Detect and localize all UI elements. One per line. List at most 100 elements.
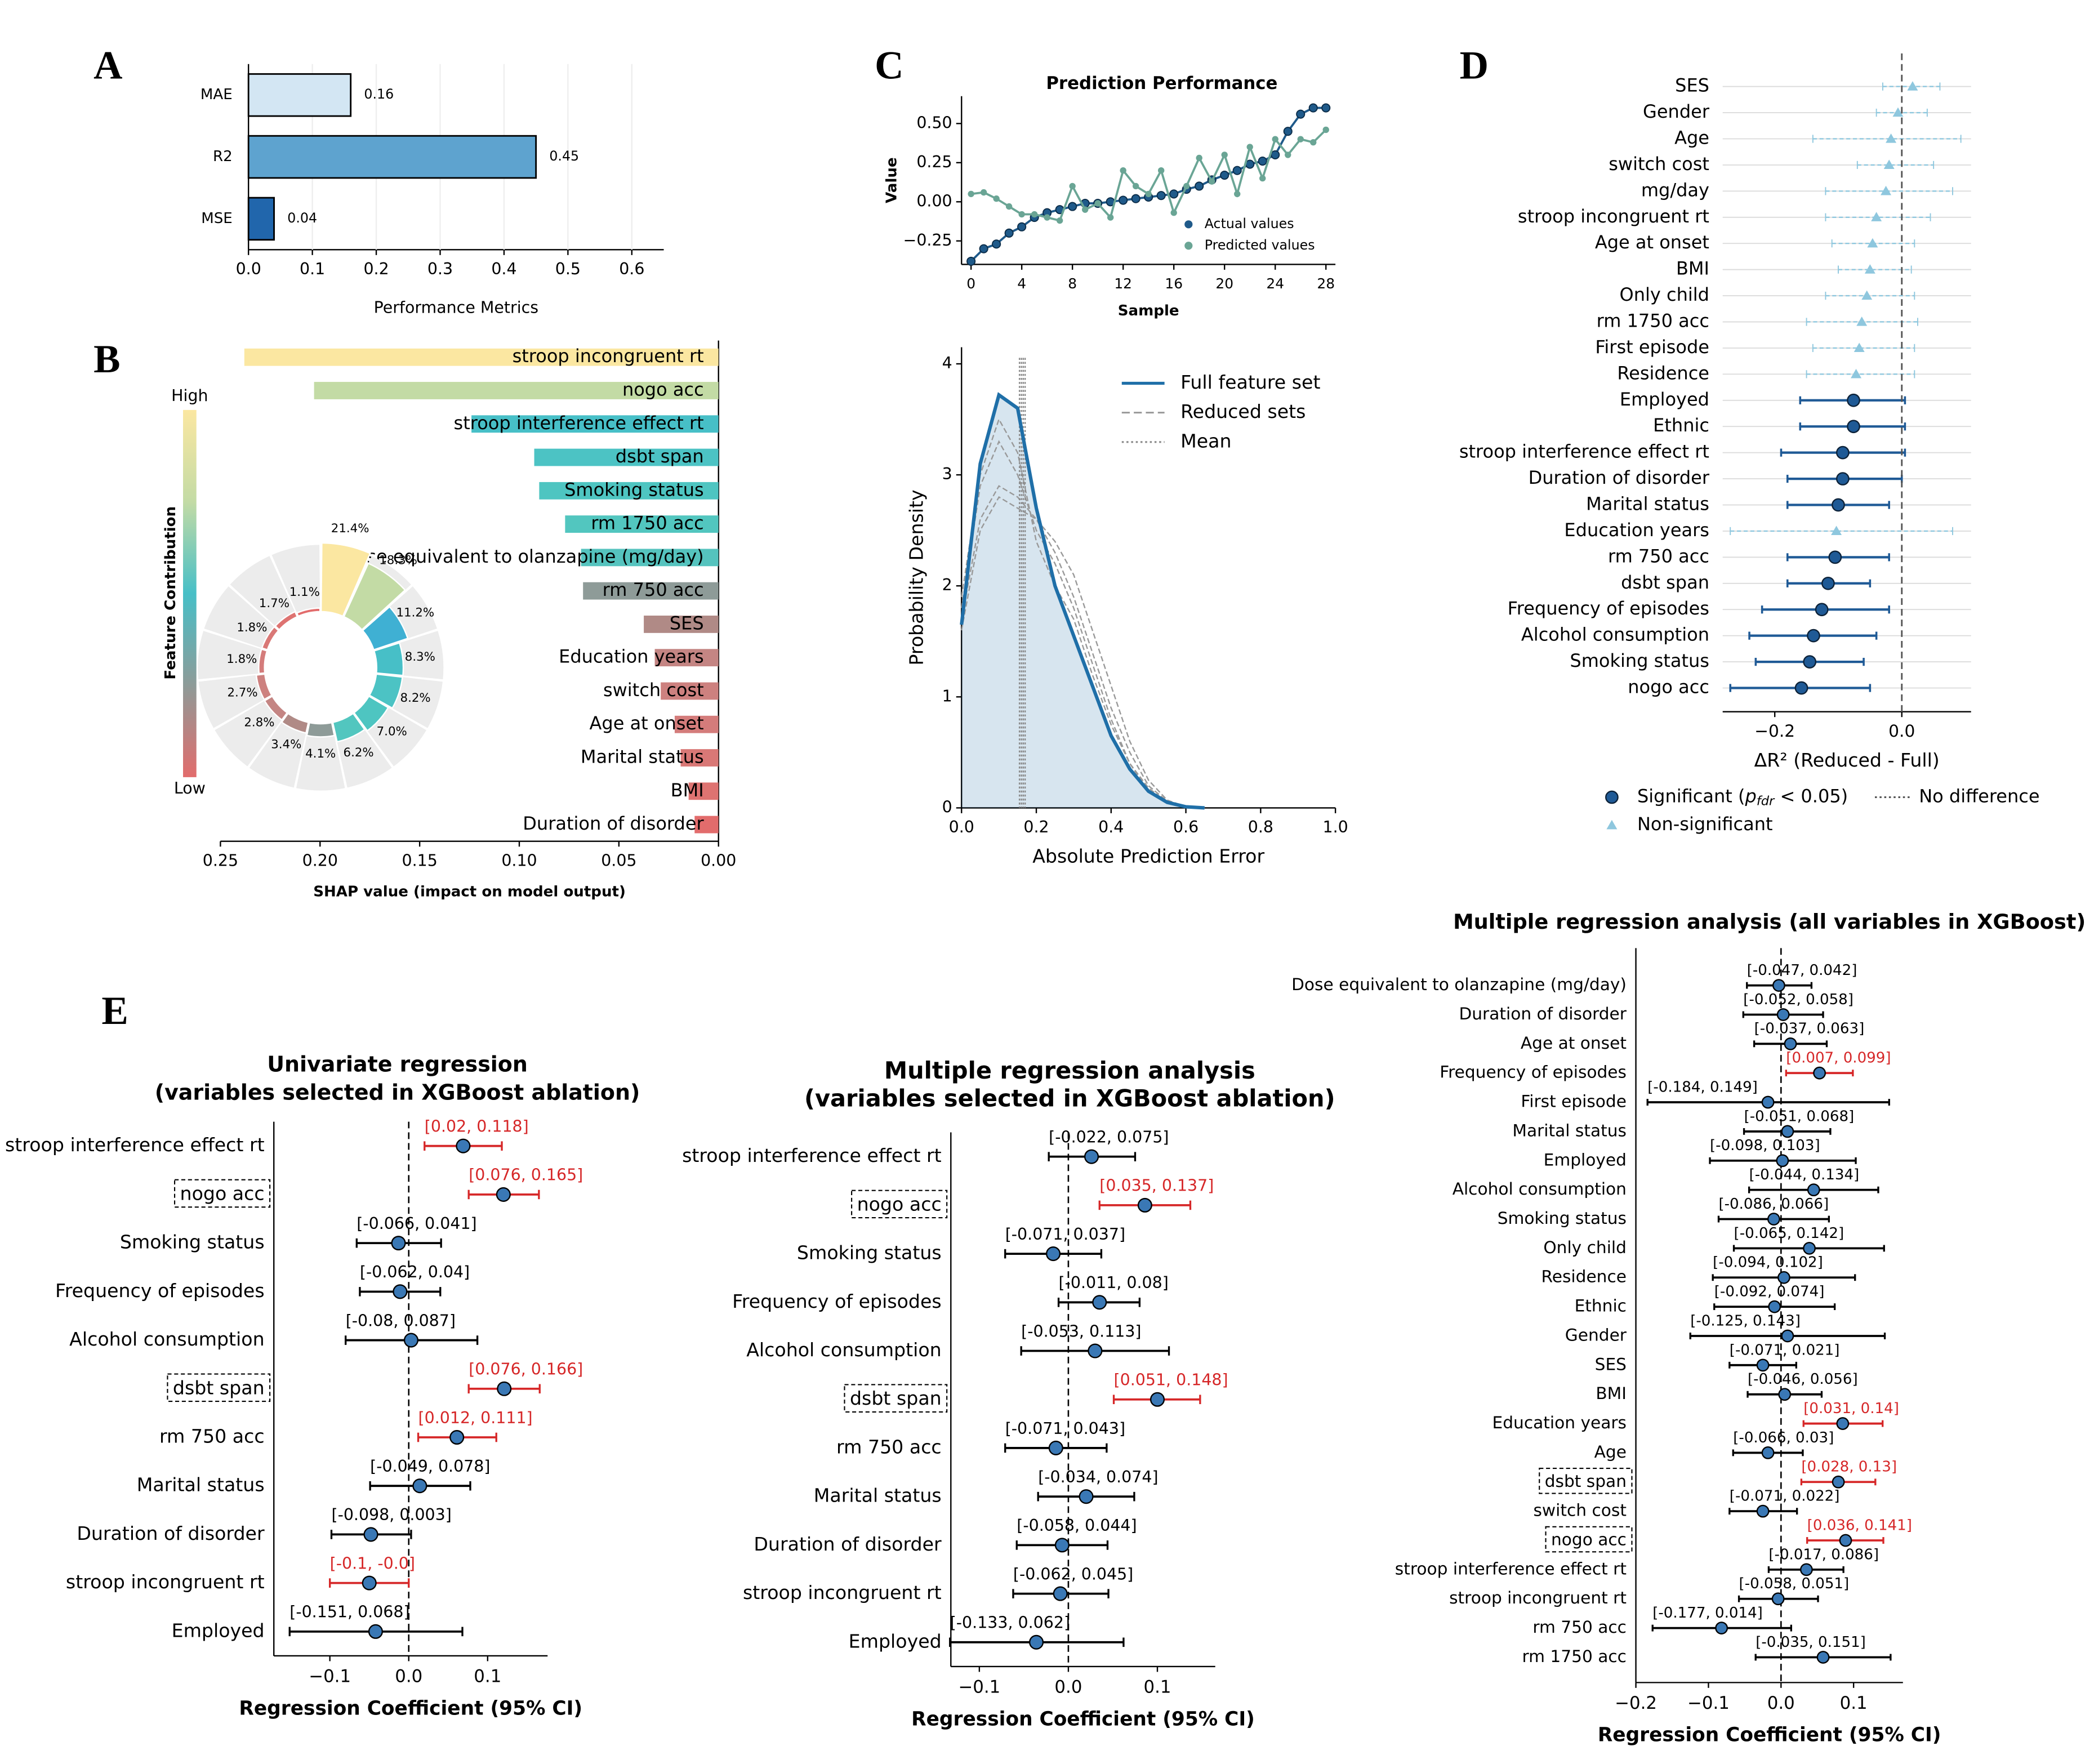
x-axis-title: Performance Metrics bbox=[374, 299, 538, 317]
ci-label: [-0.125, 0.143] bbox=[1690, 1312, 1801, 1329]
x-tick-label: 0.0 bbox=[395, 1666, 422, 1686]
point bbox=[403, 1333, 418, 1348]
series-marker bbox=[1031, 211, 1038, 218]
x-axis-title: Absolute Prediction Error bbox=[1032, 845, 1264, 867]
bar-label: switch cost bbox=[603, 679, 704, 701]
point bbox=[1856, 317, 1868, 326]
polar-bar bbox=[343, 562, 406, 631]
legend-label: Mean bbox=[1180, 430, 1231, 452]
point bbox=[1836, 446, 1850, 460]
row-label: stroop interference effect rt bbox=[1459, 441, 1709, 462]
series-marker bbox=[1209, 178, 1215, 185]
ci-label: [0.007, 0.099] bbox=[1786, 1050, 1891, 1067]
ci-label: [-0.011, 0.08] bbox=[1059, 1273, 1169, 1292]
polar-bar bbox=[368, 673, 403, 709]
value-label: 6.2% bbox=[344, 746, 374, 760]
ci-label: [-0.047, 0.042] bbox=[1747, 962, 1857, 979]
x-tick-label: −0.1 bbox=[309, 1666, 351, 1686]
point bbox=[1836, 1417, 1850, 1430]
bar-label: Smoking status bbox=[564, 479, 704, 500]
point bbox=[1807, 629, 1820, 643]
point bbox=[368, 1624, 383, 1639]
legend-marker bbox=[1606, 819, 1618, 830]
ci-label: [-0.071, 0.021] bbox=[1730, 1342, 1840, 1358]
series-marker bbox=[1196, 154, 1202, 162]
ci-label: [0.035, 0.137] bbox=[1099, 1177, 1214, 1195]
x-tick-label: 0 bbox=[966, 275, 975, 292]
legend-label: Full feature set bbox=[1180, 371, 1320, 393]
bar bbox=[644, 615, 719, 633]
polar-background bbox=[215, 696, 287, 767]
colorbar bbox=[183, 409, 197, 777]
ci-label: [-0.098, 0.103] bbox=[1710, 1137, 1820, 1154]
x-tick-label: 0.4 bbox=[491, 260, 516, 278]
row-label: Alcohol consumption bbox=[1453, 1179, 1627, 1199]
x-tick-label: 0.0 bbox=[1767, 1693, 1795, 1713]
row-label: Duration of disorder bbox=[1529, 467, 1710, 488]
point bbox=[496, 1187, 511, 1202]
row-label: rm 750 acc bbox=[159, 1425, 265, 1447]
series-marker bbox=[1321, 103, 1331, 113]
chart-title: Prediction Performance bbox=[1046, 73, 1277, 93]
ci-label: [-0.062, 0.04] bbox=[360, 1263, 470, 1281]
series-marker bbox=[1145, 190, 1152, 198]
bar bbox=[471, 415, 719, 433]
row-label: Gender bbox=[1643, 101, 1710, 122]
row-label: Smoking status bbox=[797, 1242, 942, 1264]
x-tick-label: −0.1 bbox=[1687, 1693, 1730, 1713]
point bbox=[363, 1527, 378, 1542]
ci-label: [-0.044, 0.134] bbox=[1749, 1166, 1860, 1183]
point bbox=[1815, 603, 1829, 617]
ci-label: [-0.098, 0.003] bbox=[331, 1505, 451, 1524]
series-marker bbox=[1119, 195, 1128, 205]
ci-label: [0.028, 0.13] bbox=[1801, 1459, 1897, 1476]
series-marker bbox=[1069, 182, 1076, 190]
polar-bar bbox=[296, 607, 321, 617]
row-label: Alcohol consumption bbox=[69, 1328, 264, 1350]
x-tick-label: 0.25 bbox=[203, 851, 238, 870]
row-label: nogo acc bbox=[1551, 1530, 1627, 1549]
point bbox=[1028, 1634, 1044, 1650]
point bbox=[1761, 1446, 1775, 1459]
point bbox=[1851, 368, 1862, 378]
point bbox=[1828, 550, 1842, 564]
point bbox=[1832, 498, 1845, 512]
ci-label: [-0.053, 0.113] bbox=[1021, 1322, 1141, 1340]
ci-label: [0.051, 0.148] bbox=[1114, 1371, 1228, 1389]
legend-label: Non-significant bbox=[1637, 813, 1773, 835]
series-marker bbox=[980, 189, 987, 196]
point bbox=[1088, 1343, 1103, 1358]
point bbox=[1778, 1388, 1792, 1401]
polar-background bbox=[230, 556, 297, 630]
series-marker bbox=[1131, 194, 1140, 203]
x-tick-label: 20 bbox=[1215, 275, 1233, 292]
bar-label: Duration of disorder bbox=[523, 813, 704, 834]
point bbox=[1776, 1154, 1789, 1168]
polar-bar bbox=[264, 695, 288, 721]
y-tick-label: R2 bbox=[213, 148, 233, 165]
series-marker bbox=[1169, 189, 1179, 199]
bar-label: SES bbox=[670, 612, 704, 634]
highlight-box bbox=[1539, 1467, 1633, 1494]
polar-background bbox=[198, 674, 272, 728]
ci-label: [-0.177, 0.014] bbox=[1652, 1605, 1763, 1622]
point bbox=[1053, 1586, 1068, 1601]
row-label: rm 750 acc bbox=[1532, 1617, 1627, 1637]
x-tick-label: 0.4 bbox=[1098, 818, 1124, 836]
ci-label: [-0.051, 0.068] bbox=[1744, 1108, 1855, 1125]
row-label: Gender bbox=[1565, 1325, 1627, 1344]
x-tick-label: 0.8 bbox=[1248, 818, 1273, 836]
colorbar-high: High bbox=[171, 386, 208, 405]
series-marker bbox=[1220, 170, 1229, 180]
row-label: Age bbox=[1674, 127, 1709, 148]
highlight-box bbox=[1545, 1526, 1633, 1553]
value-label: 11.2% bbox=[396, 605, 434, 620]
polar-bar bbox=[362, 605, 409, 651]
x-tick-label: 0.20 bbox=[302, 851, 338, 870]
x-axis-title: Regression Coefficient (95% CI) bbox=[239, 1697, 582, 1720]
x-tick-label: 0.2 bbox=[1023, 818, 1049, 836]
bar bbox=[680, 749, 719, 767]
row-label: stroop incongruent rt bbox=[1518, 206, 1709, 227]
x-tick-label: 0.00 bbox=[701, 851, 736, 870]
point bbox=[1800, 1563, 1813, 1576]
